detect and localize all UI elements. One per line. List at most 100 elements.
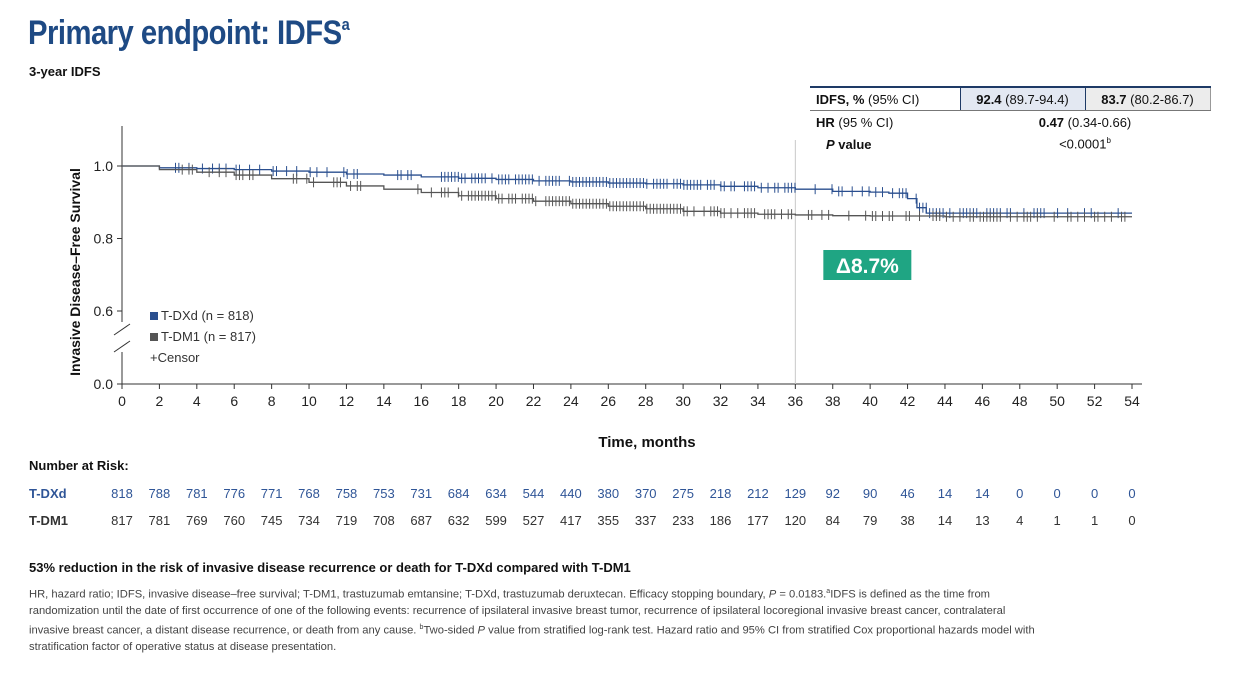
risk-value: 753 [372, 486, 395, 501]
y-axis-label: Invasive Disease–Free Survival [67, 168, 83, 376]
legend-entry: +Censor [150, 350, 200, 365]
risk-value: 0 [1053, 486, 1061, 501]
x-tick-label: 8 [268, 393, 276, 409]
risk-value: 768 [298, 486, 320, 501]
risk-value: 781 [185, 486, 208, 501]
risk-value: 776 [223, 486, 246, 501]
risk-value: 599 [485, 513, 507, 528]
x-tick-label: 46 [975, 393, 991, 409]
risk-value: 731 [410, 486, 433, 501]
summary-row-idfs: IDFS, % (95% CI) 92.4 (89.7-94.4) 83.7 (… [810, 86, 1211, 111]
summary-cell-hr: 0.47 (0.34-0.66) [1038, 114, 1132, 130]
series-line-t-dm1 [122, 165, 1132, 218]
summary-row-pvalue: P value <0.0001b [810, 133, 1210, 155]
risk-value: 771 [260, 486, 283, 501]
risk-value: 370 [634, 486, 657, 501]
risk-value: 337 [634, 513, 657, 528]
x-tick-label: 30 [675, 393, 691, 409]
x-tick-label: 42 [900, 393, 916, 409]
risk-value: 4 [1016, 513, 1024, 528]
risk-value: 218 [709, 486, 732, 501]
summary-row-hr: HR (95 % CI) 0.47 (0.34-0.66) [810, 111, 1210, 134]
delta-annotation-text: Δ8.7% [836, 255, 899, 278]
x-tick-label: 24 [563, 393, 579, 409]
risk-value: 1 [1090, 513, 1099, 528]
risk-value: 632 [447, 513, 470, 528]
x-tick-label: 44 [937, 393, 953, 409]
risk-value: 14 [975, 486, 990, 501]
x-tick-label: 10 [301, 393, 317, 409]
x-tick-label: 38 [825, 393, 841, 409]
legend-swatch-t-dm1 [150, 333, 158, 341]
x-tick-label: 18 [451, 393, 467, 409]
y-tick-label: 0.0 [94, 376, 114, 392]
risk-value: 13 [975, 513, 990, 528]
risk-value: 684 [447, 486, 470, 501]
risk-row-tdm1: T-DM1 817 781 769 760 745 734 719 708 687 632 599 5… [0, 513, 1234, 531]
legend-entry: T-DM1 (n = 817) [161, 329, 256, 344]
x-tick-label: 34 [750, 393, 766, 409]
risk-value: 177 [747, 513, 769, 528]
risk-value: 90 [862, 486, 878, 501]
page-title: Primary endpoint: IDFSa [28, 14, 350, 53]
legend-entry: T-DXd (n = 818) [161, 308, 254, 323]
risk-value: 212 [747, 486, 769, 501]
y-tick-label: 0.6 [94, 303, 114, 319]
risk-value: 544 [522, 486, 545, 501]
risk-value: 719 [335, 513, 358, 528]
y-tick-label: 0.8 [94, 231, 114, 247]
risk-value: 708 [372, 513, 395, 528]
x-tick-label: 12 [339, 393, 355, 409]
title-text: Primary endpoint: IDFS [28, 14, 342, 52]
x-tick-label: 28 [638, 393, 654, 409]
risk-value: 0 [1128, 513, 1136, 528]
risk-value: 769 [185, 513, 208, 528]
x-tick-label: 16 [413, 393, 429, 409]
risk-row-label: T-DXd [29, 486, 67, 501]
risk-value: 417 [560, 513, 582, 528]
risk-value: 687 [410, 513, 433, 528]
footnote: HR, hazard ratio; IDFS, invasive disease… [29, 588, 1035, 653]
risk-value: 14 [937, 513, 953, 528]
risk-value: 0 [1090, 486, 1099, 501]
risk-value: 79 [862, 513, 878, 528]
risk-value: 275 [672, 486, 694, 501]
risk-value: 1 [1053, 513, 1061, 528]
risk-row-tdxd: T-DXd 818 788 781 776 771 768 758 753 731 684 634 5… [0, 486, 1234, 504]
risk-value: 634 [485, 486, 507, 501]
risk-value: 120 [784, 513, 807, 528]
summary-cell-pvalue: <0.0001b [1059, 136, 1111, 152]
risk-value: 0 [1128, 486, 1136, 501]
title-footnote-marker: a [341, 14, 350, 34]
x-tick-label: 36 [788, 393, 804, 409]
summary-cell-tdm1: 83.7 (80.2-86.7) [1085, 86, 1211, 111]
risk-value: 440 [560, 486, 582, 501]
x-tick-label: 14 [376, 393, 392, 409]
x-tick-label: 54 [1124, 393, 1140, 409]
risk-value: 0 [1016, 486, 1024, 501]
risk-value: 233 [672, 513, 694, 528]
summary-cell-tdxd: 92.4 (89.7-94.4) [959, 86, 1086, 111]
x-tick-label: 22 [526, 393, 542, 409]
risk-value: 129 [784, 486, 807, 501]
x-tick-label: 6 [230, 393, 238, 409]
x-tick-label: 48 [1012, 393, 1028, 409]
x-tick-label: 26 [601, 393, 617, 409]
risk-value: 92 [825, 486, 840, 501]
x-tick-label: 4 [193, 393, 201, 409]
risk-value: 818 [111, 486, 133, 501]
risk-value: 781 [148, 513, 171, 528]
risk-value: 745 [260, 513, 283, 528]
y-axis-break-mark [113, 323, 131, 336]
x-tick-label: 52 [1087, 393, 1103, 409]
risk-value: 38 [900, 513, 915, 528]
conclusion-text: 53% reduction in the risk of invasive di… [29, 560, 631, 575]
risk-value: 788 [148, 486, 171, 501]
subtitle: 3-year IDFS [29, 64, 101, 79]
risk-value: 758 [335, 486, 358, 501]
risk-value: 760 [223, 513, 246, 528]
x-tick-label: 32 [713, 393, 729, 409]
risk-value: 355 [597, 513, 620, 528]
risk-value: 84 [825, 513, 840, 528]
censor-marks-t-dm1 [181, 164, 1126, 222]
